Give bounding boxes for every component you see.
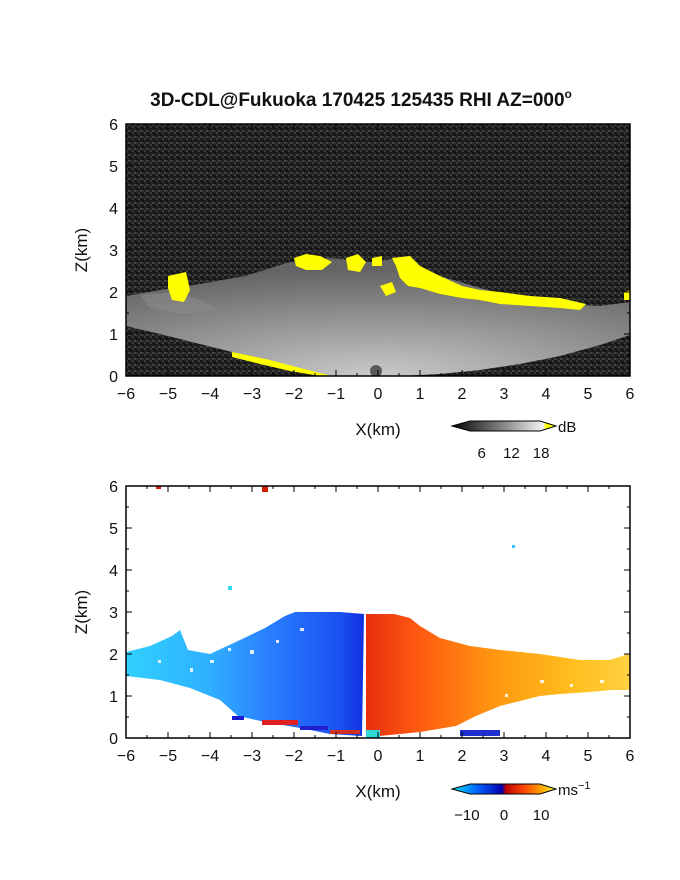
x-axis-label: X(km) <box>355 420 400 439</box>
colorbar-tick-label: 10 <box>533 807 550 824</box>
colorbar-tick-label: −10 <box>454 807 479 824</box>
x-tick-label: −1 <box>327 748 345 765</box>
colorbar-tick-label: 6 <box>478 445 486 462</box>
y-tick-label: 5 <box>109 159 118 176</box>
y-tick-label: 2 <box>109 285 118 302</box>
x-tick-label: −5 <box>159 386 177 403</box>
y-tick-label: 0 <box>109 369 118 386</box>
x-tick-label: −4 <box>201 386 219 403</box>
x-tick-label: −1 <box>327 386 345 403</box>
colorbar-tick-label: 12 <box>503 445 520 462</box>
x-tick-label: 1 <box>416 386 425 403</box>
x-tick-label: 6 <box>626 386 635 403</box>
x-tick-label: 4 <box>542 386 551 403</box>
x-tick-label: 3 <box>500 748 509 765</box>
x-tick-label: −4 <box>201 748 219 765</box>
velocity-field <box>126 486 630 738</box>
axes: −6 −5 −4 −3 −2 −1 0 1 2 3 4 5 6 0 1 2 3 4 5 6 <box>109 479 634 765</box>
y-tick-label: 6 <box>109 117 118 134</box>
x-tick-label: −6 <box>117 748 135 765</box>
y-tick-label: 5 <box>109 521 118 538</box>
x-tick-label: 5 <box>584 386 593 403</box>
x-tick-label: −2 <box>285 748 303 765</box>
y-tick-label: 4 <box>109 563 118 580</box>
x-tick-label: 3 <box>500 386 509 403</box>
x-tick-label: 2 <box>458 386 467 403</box>
x-axis-label: X(km) <box>355 782 400 801</box>
x-tick-label: 5 <box>584 748 593 765</box>
y-tick-label: 3 <box>109 243 118 260</box>
y-tick-label: 3 <box>109 605 118 622</box>
x-tick-label: 4 <box>542 748 551 765</box>
cloud-echo <box>126 258 630 376</box>
colorbar-reflectivity: dB 6 12 18 <box>450 419 576 462</box>
surface-returns <box>156 486 515 738</box>
y-tick-label: 4 <box>109 201 118 218</box>
x-tick-label: 6 <box>626 748 635 765</box>
x-tick-label: 0 <box>374 748 383 765</box>
colorbar-tick-label: 0 <box>500 807 508 824</box>
negative-velocity-echo <box>126 612 364 736</box>
y-tick-label: 2 <box>109 647 118 664</box>
colorbar-tick-label: 18 <box>533 445 550 462</box>
y-tick-label: 0 <box>109 731 118 748</box>
x-tick-label: −3 <box>243 386 261 403</box>
x-tick-label: −2 <box>285 386 303 403</box>
y-tick-label: 1 <box>109 327 118 344</box>
y-axis-label: Z(km) <box>72 590 91 634</box>
y-axis-label: Z(km) <box>72 228 91 272</box>
reflectivity-field <box>126 124 630 376</box>
colorbar-unit: dB <box>558 419 576 436</box>
colorbar-velocity: ms−1 −10 0 10 <box>450 780 591 824</box>
x-tick-label: 0 <box>374 386 383 403</box>
chart-title: 3D-CDL@Fukuoka 170425 125435 RHI AZ=000o <box>150 87 572 111</box>
axes: −6 −5 −4 −3 −2 −1 0 1 2 3 4 5 6 0 1 2 3 4 5 6 <box>109 117 634 403</box>
positive-velocity-echo <box>366 614 630 736</box>
x-tick-label: 1 <box>416 748 425 765</box>
colorbar-unit: ms−1 <box>558 780 591 799</box>
y-tick-label: 6 <box>109 479 118 496</box>
x-tick-label: −3 <box>243 748 261 765</box>
x-tick-label: −6 <box>117 386 135 403</box>
x-tick-label: −5 <box>159 748 177 765</box>
y-tick-label: 1 <box>109 689 118 706</box>
x-tick-label: 2 <box>458 748 467 765</box>
